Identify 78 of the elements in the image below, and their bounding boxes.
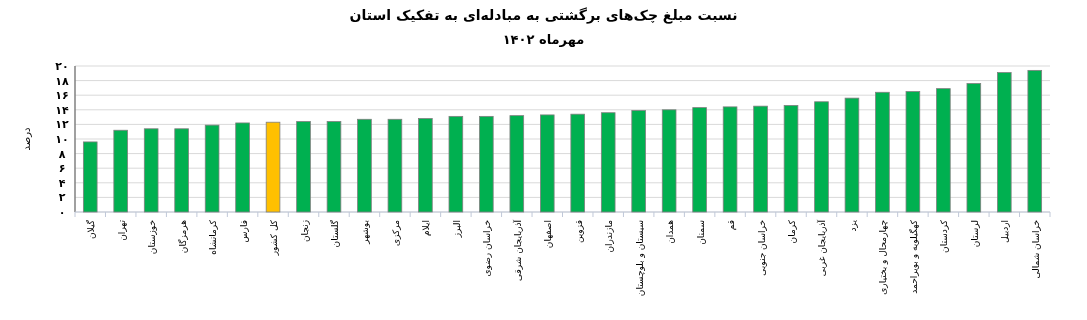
bar — [265, 121, 281, 213]
x-tick-label: لرستان — [969, 220, 980, 248]
chart-subtitle: مهرماه ۱۴۰۲ — [502, 32, 585, 47]
x-tick-label: مازندران — [604, 219, 615, 253]
bar — [509, 115, 525, 213]
bar — [235, 122, 250, 213]
y-tick-label: ۱۰ — [55, 133, 69, 146]
y-tick-label: ۱۶ — [55, 89, 69, 103]
bar — [570, 113, 585, 213]
bar — [600, 112, 616, 213]
bar — [296, 121, 311, 213]
x-tick-label: خراسان شمالی — [1030, 220, 1041, 279]
x-tick-label: خراسان رضوی — [482, 220, 493, 277]
bar — [936, 88, 951, 213]
bar — [783, 105, 799, 213]
bar — [479, 115, 494, 213]
x-tick-label: البرز — [451, 220, 462, 239]
bar — [174, 128, 189, 213]
y-tick-label: ۸ — [58, 147, 66, 161]
x-tick-label: ایلام — [421, 220, 432, 236]
x-tick-label: یزد — [847, 219, 858, 232]
bar — [326, 121, 342, 213]
bar — [540, 114, 555, 213]
x-tick-label: گیلان — [85, 219, 97, 239]
x-tick-label: اصفهان — [543, 220, 554, 249]
y-tick-label: ۱۲ — [55, 118, 69, 132]
x-tick-label: کرمانشاه — [208, 219, 219, 255]
x-tick-label: آذربایجان غربی — [816, 219, 828, 277]
x-tick-label: همدان — [665, 219, 676, 244]
y-tick-label: ۴ — [58, 176, 66, 190]
bar — [875, 91, 890, 213]
chart-title: نسبت مبلغ چک‌های برگشتی به مبادله‌ای به تفکیک استان — [349, 7, 738, 24]
y-tick-label: ۱۴ — [55, 103, 69, 117]
x-tick-label: خراسان جنوبی — [756, 220, 767, 276]
bar — [1027, 69, 1043, 213]
x-tick-label: قزوین — [573, 220, 584, 243]
x-tick-label: کردستان — [939, 219, 950, 253]
bar — [814, 101, 829, 213]
x-tick-label: کهگیلویه و بویراحمد — [907, 219, 919, 294]
y-tick-label: ۱۸ — [55, 74, 69, 88]
x-tick-label: اردبیل — [1000, 220, 1011, 243]
y-tick-label: ۰ — [58, 206, 66, 219]
x-tick-label: زنجان — [299, 220, 310, 243]
x-tick-label: فارس — [238, 220, 249, 243]
bar — [448, 115, 464, 213]
y-axis-title: درصد — [21, 127, 32, 151]
x-tick-label: کل کشور — [269, 219, 280, 257]
bar — [753, 105, 768, 213]
y-tick-label: ۶ — [58, 162, 66, 176]
bar — [631, 110, 646, 213]
bar — [418, 118, 433, 213]
x-tick-label: چهارمحال و بختیاری — [878, 220, 889, 295]
x-tick-label: خوزستان — [147, 220, 158, 255]
bar — [997, 72, 1012, 213]
x-tick-label: بوشهر — [360, 220, 371, 245]
bar — [82, 141, 98, 213]
bar — [692, 107, 707, 213]
bar — [143, 128, 159, 213]
x-tick-label: قم — [726, 220, 738, 231]
y-tick-label: ۲۰ — [55, 60, 69, 73]
bar — [387, 118, 403, 213]
bar — [966, 83, 982, 213]
bar — [722, 106, 738, 213]
x-tick-label: هرمزگان — [176, 219, 188, 254]
x-tick-label: مرکزی — [390, 219, 401, 247]
bar — [905, 91, 921, 213]
bar — [204, 124, 220, 213]
y-tick-label: ۲ — [58, 191, 66, 205]
bar — [844, 97, 860, 213]
bar — [357, 118, 372, 213]
bar — [661, 109, 677, 213]
x-tick-label: گلستان — [328, 219, 340, 248]
x-tick-label: آذربایجان شرقی — [511, 219, 523, 281]
x-tick-label: سمنان — [695, 220, 706, 245]
x-tick-label: کرمان — [787, 219, 798, 244]
x-tick-label: سیستان و بلوچستان — [634, 220, 645, 297]
bar — [113, 129, 128, 213]
x-tick-label: تهران — [116, 219, 127, 241]
